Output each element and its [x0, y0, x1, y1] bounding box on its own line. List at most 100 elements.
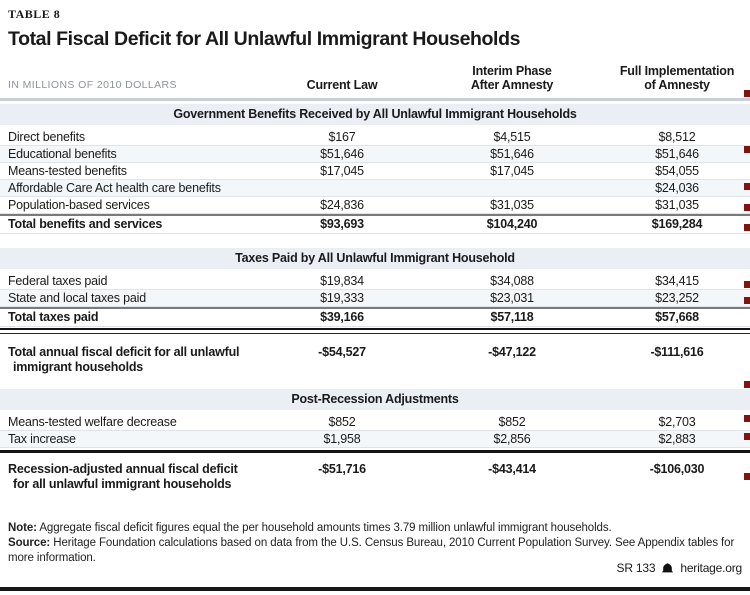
- value-full-implementation: $51,646: [655, 147, 699, 161]
- row-label: State and local taxes paid: [8, 291, 146, 305]
- red-edge-mark: [744, 281, 750, 288]
- column-header-text: Interim Phase: [472, 64, 552, 78]
- units-label: IN MILLIONS OF 2010 DOLLARS: [8, 79, 177, 91]
- value-current-law: $19,834: [320, 274, 364, 288]
- red-edge-mark: [744, 183, 750, 190]
- row-label: Direct benefits: [8, 130, 85, 144]
- note-text: Aggregate fiscal deficit figures equal t…: [39, 522, 612, 534]
- red-edge-mark: [744, 297, 750, 304]
- value-current-law: $24,836: [320, 198, 364, 212]
- value-full-implementation: $31,035: [655, 198, 699, 212]
- value-interim-phase: $4,515: [493, 130, 531, 144]
- table-row: Population-based services $24,836 $31,03…: [0, 197, 750, 214]
- table-row: Federal taxes paid $19,834 $34,088 $34,4…: [0, 273, 750, 290]
- row-label: Federal taxes paid: [8, 274, 108, 288]
- value-current-law: $19,333: [320, 291, 364, 305]
- grand-total-annual-deficit: Total annual fiscal deficit for all unla…: [0, 345, 750, 375]
- row-label: Total annual fiscal deficit for all unla…: [8, 345, 284, 375]
- value-current-law: $167: [328, 130, 356, 144]
- row-label: Recession-adjusted annual fiscal deficit…: [8, 462, 284, 492]
- value-full-implementation: $169,284: [651, 217, 703, 231]
- red-edge-mark: [744, 433, 750, 440]
- value-interim-phase: $852: [498, 415, 526, 429]
- value-current-law: $17,045: [320, 164, 364, 178]
- total-row-benefits: Total benefits and services $93,693 $104…: [0, 214, 750, 234]
- value-interim-phase: $57,118: [490, 310, 534, 324]
- section-header-post-recession: Post-Recession Adjustments: [0, 389, 750, 410]
- value-current-law: $39,166: [320, 310, 364, 324]
- table-row: Affordable Care Act health care benefits…: [0, 180, 750, 197]
- site-url: heritage.org: [680, 561, 742, 575]
- report-id: SR 133: [616, 561, 656, 575]
- value-interim-phase: $17,045: [490, 164, 534, 178]
- value-current-law: $51,646: [320, 147, 364, 161]
- section-government-benefits-rows: Direct benefits $167 $4,515 $8,512 Educa…: [0, 129, 750, 234]
- value-interim-phase: $23,031: [490, 291, 534, 305]
- double-rule-divider: [0, 328, 750, 334]
- value-interim-phase: -$43,414: [488, 462, 536, 476]
- section-header-taxes-paid: Taxes Paid by All Unlawful Immigrant Hou…: [0, 248, 750, 269]
- section-taxes-paid-rows: Federal taxes paid $19,834 $34,088 $34,4…: [0, 273, 750, 327]
- value-full-implementation: $54,055: [655, 164, 699, 178]
- row-label: Means-tested welfare decrease: [8, 415, 177, 429]
- value-interim-phase: -$47,122: [488, 345, 536, 359]
- value-full-implementation: -$106,030: [649, 462, 705, 476]
- value-current-law: -$51,716: [318, 462, 366, 476]
- source-text: Heritage Foundation calculations based o…: [8, 537, 735, 564]
- row-label-line2: immigrant households: [13, 360, 144, 374]
- value-current-law: $93,693: [320, 217, 364, 231]
- table-row: Direct benefits $167 $4,515 $8,512: [0, 129, 750, 146]
- page-bottom-rule: [0, 587, 750, 591]
- source-label: Source:: [8, 537, 51, 549]
- value-interim-phase: $31,035: [490, 198, 534, 212]
- column-header-text: Current Law: [306, 78, 378, 92]
- row-label: Tax increase: [8, 432, 76, 446]
- row-label: Means-tested benefits: [8, 164, 127, 178]
- value-interim-phase: $2,856: [493, 432, 531, 446]
- red-edge-mark: [744, 381, 750, 388]
- red-edge-mark: [744, 204, 750, 211]
- table-number-label: TABLE 8: [8, 7, 61, 21]
- note-label: Note:: [8, 522, 37, 534]
- thick-rule-divider: [0, 450, 750, 453]
- table-row: Tax increase $1,958 $2,856 $2,883: [0, 431, 750, 448]
- value-full-implementation: $23,252: [655, 291, 699, 305]
- page-title: Total Fiscal Deficit for All Unlawful Im…: [8, 28, 521, 50]
- value-full-implementation: -$111,616: [650, 345, 704, 359]
- red-edge-mark: [744, 224, 750, 231]
- row-label-line1: Total annual fiscal deficit for all unla…: [8, 345, 240, 359]
- red-edge-mark: [744, 90, 750, 97]
- column-header-text: Full Implementation: [619, 64, 735, 78]
- value-full-implementation: $24,036: [655, 181, 699, 195]
- note-line: Note: Aggregate fiscal deficit figures e…: [8, 521, 742, 536]
- row-label-line2: for all unlawful immigrant households: [13, 477, 232, 491]
- value-full-implementation: $34,415: [655, 274, 699, 288]
- value-interim-phase: $104,240: [486, 217, 538, 231]
- value-interim-phase: $34,088: [490, 274, 534, 288]
- row-label-line1: Recession-adjusted annual fiscal deficit: [8, 462, 238, 476]
- total-row-taxes: Total taxes paid $39,166 $57,118 $57,668: [0, 307, 750, 327]
- value-full-implementation: $8,512: [658, 130, 696, 144]
- table-row: Educational benefits $51,646 $51,646 $51…: [0, 146, 750, 163]
- source-line: Source: Heritage Foundation calculations…: [8, 536, 742, 566]
- value-interim-phase: $51,646: [490, 147, 534, 161]
- value-current-law: $1,958: [323, 432, 361, 446]
- section-header-government-benefits: Government Benefits Received by All Unla…: [0, 104, 750, 125]
- grand-total-recession-adjusted: Recession-adjusted annual fiscal deficit…: [0, 462, 750, 492]
- column-header-interim-phase: Interim Phase After Amnesty: [400, 64, 624, 92]
- value-current-law: -$54,527: [318, 345, 366, 359]
- row-label: Affordable Care Act health care benefits: [8, 181, 221, 195]
- red-edge-mark: [744, 473, 750, 480]
- value-full-implementation: $2,883: [658, 432, 696, 446]
- column-header-text: After Amnesty: [470, 78, 554, 92]
- red-edge-mark: [744, 146, 750, 153]
- section-post-recession-rows: Means-tested welfare decrease $852 $852 …: [0, 414, 750, 448]
- row-label: Educational benefits: [8, 147, 117, 161]
- table-row: State and local taxes paid $19,333 $23,0…: [0, 290, 750, 307]
- row-label: Population-based services: [8, 198, 150, 212]
- red-edge-mark: [744, 415, 750, 422]
- row-label: Total taxes paid: [8, 310, 99, 324]
- column-header-current-law: Current Law: [284, 78, 400, 92]
- column-header-full-implementation: Full Implementation of Amnesty: [620, 64, 734, 92]
